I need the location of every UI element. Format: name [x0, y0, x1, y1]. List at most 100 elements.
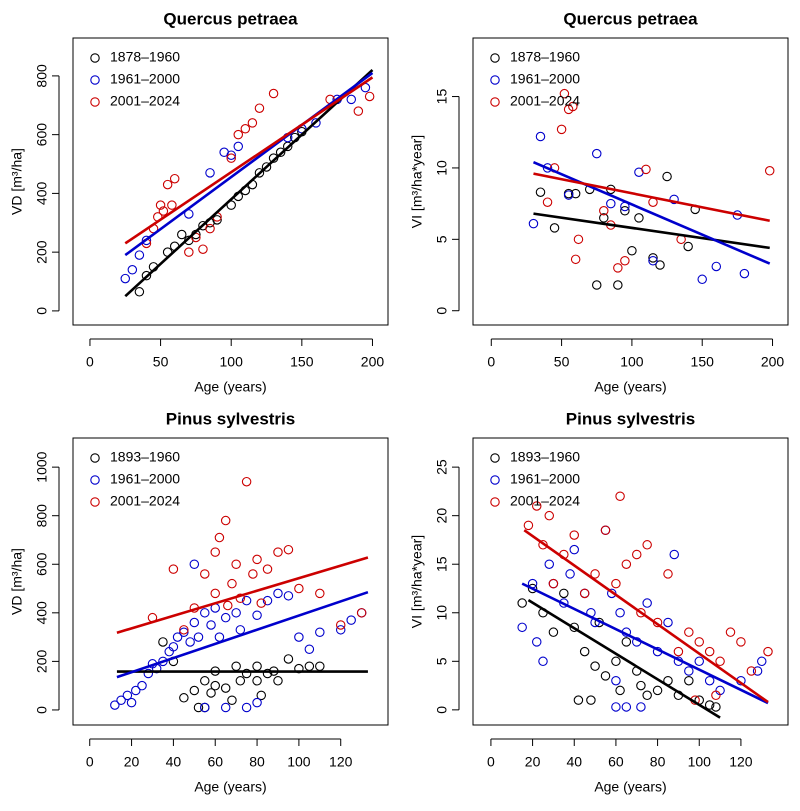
data-point	[600, 671, 611, 681]
data-point	[247, 118, 258, 128]
legend-label: 2001–2024	[110, 493, 180, 509]
x-tick-label: 80	[650, 754, 666, 770]
data-point	[241, 476, 252, 487]
panel: Pinus sylvestris Age (years) VD [m³/ha] 0 20…	[9, 409, 389, 795]
data-point	[283, 591, 294, 601]
legend-marker	[490, 53, 500, 63]
data-point	[315, 627, 325, 637]
data-point	[606, 198, 616, 209]
data-point	[206, 620, 216, 630]
x-axis-label: Age (years)	[194, 379, 266, 395]
data-point	[223, 600, 233, 611]
data-point	[569, 530, 580, 540]
data-point	[268, 88, 279, 99]
data-point	[116, 695, 126, 705]
y-axis-label: VD [m³/ha]	[9, 548, 25, 615]
legend-label: 1878–1960	[510, 49, 580, 65]
data-point	[179, 627, 189, 637]
data-point	[599, 213, 609, 223]
data-point	[652, 685, 663, 696]
plot-box	[72, 37, 389, 326]
data-point	[231, 661, 241, 671]
data-point	[353, 106, 364, 116]
x-tick-label: 60	[207, 754, 223, 770]
data-point	[542, 197, 553, 207]
data-point	[532, 637, 542, 647]
legend-label: 2001–2024	[510, 493, 580, 509]
legend-marker	[490, 453, 500, 463]
y-tick-label: 0	[434, 706, 450, 714]
x-tick-label: 150	[691, 354, 715, 370]
legend-label: 1878–1960	[110, 49, 180, 65]
data-point	[711, 702, 721, 712]
y-tick-label: 400	[34, 601, 50, 625]
data-point	[621, 559, 632, 569]
y-tick-label: 10	[434, 605, 450, 621]
data-point	[621, 702, 632, 712]
data-point	[590, 661, 600, 671]
data-point	[273, 588, 283, 599]
data-point	[613, 263, 623, 273]
data-point	[684, 627, 694, 637]
x-tick-label: 100	[620, 354, 644, 370]
data-point	[642, 598, 652, 608]
x-tick-label: 0	[86, 754, 94, 770]
data-point	[252, 554, 262, 565]
legend-marker	[490, 75, 500, 85]
data-point	[200, 608, 210, 618]
data-point	[252, 661, 262, 671]
legend-marker	[90, 475, 100, 485]
data-point	[143, 668, 154, 679]
data-point	[130, 685, 141, 696]
data-point	[262, 668, 273, 679]
data-point	[549, 223, 560, 233]
data-point	[611, 656, 621, 667]
data-point	[641, 164, 651, 175]
panel: Quercus petraea Age (years) VD [m³/ha] 0 50 1…	[9, 9, 389, 395]
data-point	[177, 229, 187, 240]
data-point	[527, 583, 538, 594]
y-axis-label: VD [m³/ha]	[9, 148, 25, 215]
data-point	[756, 656, 767, 667]
data-point	[611, 702, 621, 712]
data-point	[210, 588, 220, 599]
plot-box	[472, 437, 789, 726]
data-point	[137, 680, 147, 691]
legend-marker	[90, 453, 100, 463]
data-point	[311, 118, 321, 128]
data-point	[573, 695, 584, 705]
y-axis-label: VI [m³/ha*year]	[409, 135, 425, 228]
data-point	[538, 540, 548, 550]
data-point	[233, 129, 244, 140]
data-point	[248, 569, 258, 579]
x-tick-label: 0	[487, 354, 495, 370]
y-tick-label: 5	[434, 657, 450, 665]
data-point	[535, 187, 546, 197]
data-point	[273, 547, 283, 557]
y-tick-label: 0	[434, 307, 450, 315]
data-point	[586, 695, 596, 705]
data-point	[528, 218, 539, 229]
data-point	[364, 91, 375, 102]
data-point	[563, 190, 574, 200]
data-point	[220, 515, 231, 526]
x-axis-label: Age (years)	[194, 779, 266, 795]
data-point	[227, 695, 237, 705]
x-axis-label: Age (years)	[594, 779, 666, 795]
data-point	[600, 525, 611, 535]
data-point	[648, 255, 658, 266]
x-tick-label: 40	[566, 754, 582, 770]
y-tick-label: 200	[34, 240, 50, 264]
x-tick-label: 120	[329, 754, 353, 770]
data-point	[179, 625, 189, 635]
data-point	[134, 250, 145, 260]
data-point	[535, 131, 546, 142]
data-point	[273, 676, 283, 686]
data-point	[210, 547, 220, 557]
data-point	[548, 627, 559, 637]
legend-label: 2001–2024	[110, 93, 180, 109]
data-point	[517, 622, 527, 633]
data-point	[752, 666, 763, 676]
legend-marker	[90, 497, 100, 507]
